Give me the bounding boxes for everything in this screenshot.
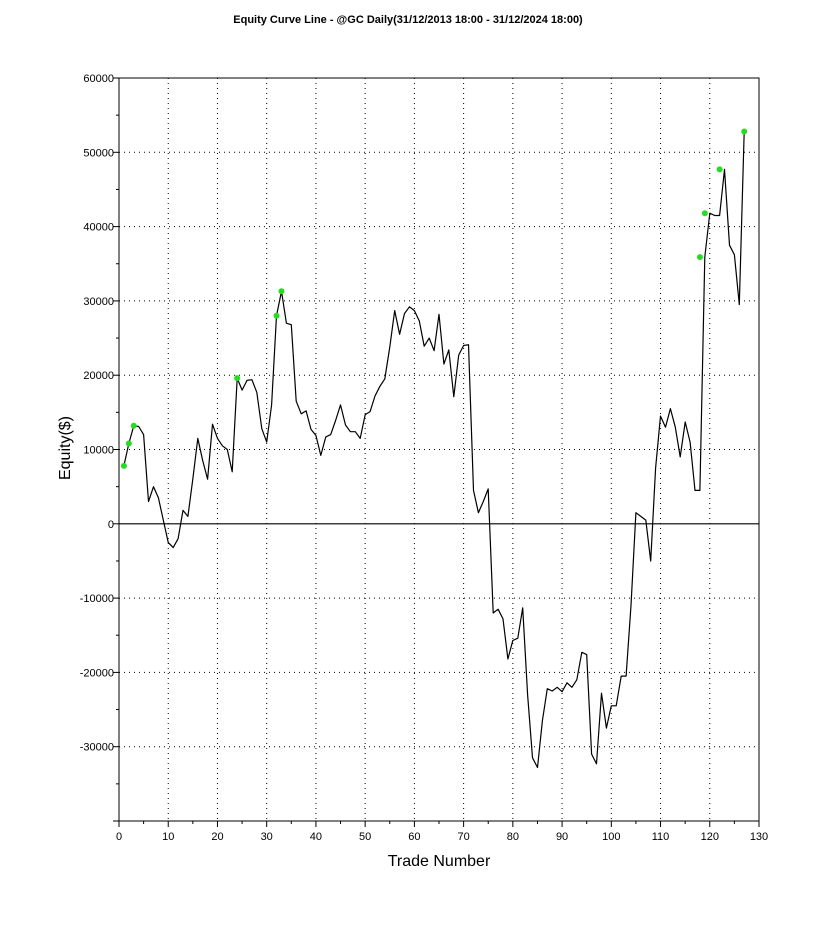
y-tick-label: -30000 (80, 742, 114, 754)
x-tick-label: 30 (261, 831, 273, 843)
grid-lines (119, 78, 759, 821)
equity-high-marker (696, 254, 703, 261)
y-tick-label: 20000 (83, 370, 114, 382)
equity-high-marker (120, 462, 127, 469)
equity-line-series (123, 131, 745, 769)
x-tick-label: 20 (211, 831, 223, 843)
y-tick-label: 40000 (83, 222, 114, 234)
equity-high-marker (716, 166, 723, 173)
equity-high-marker (701, 210, 708, 217)
equity-high-marker (273, 312, 280, 319)
equity-line (123, 131, 745, 769)
x-axis-ticks: 0 10 20 30 40 50 60 70 80 90 100 110 120 130 (116, 821, 768, 843)
y-axis-ticks: 60000 50000 40000 30000 20000 10000 0 -10000 -20… (80, 73, 119, 822)
equity-high-marker (125, 440, 132, 447)
equity-high-marker (234, 375, 241, 382)
x-tick-label: 130 (750, 831, 768, 843)
equity-high-marker (278, 288, 285, 295)
x-tick-label: 50 (359, 831, 371, 843)
x-tick-label: 40 (310, 831, 322, 843)
y-tick-label: -20000 (80, 667, 114, 679)
chart-title: Equity Curve Line - @GC Daily(31/12/2013… (233, 14, 583, 26)
x-axis-label: Trade Number (388, 853, 491, 870)
x-tick-label: 10 (162, 831, 174, 843)
y-tick-label: 0 (108, 519, 114, 531)
x-tick-label: 80 (507, 831, 519, 843)
y-tick-label: 50000 (83, 147, 114, 159)
y-tick-label: 60000 (83, 73, 114, 85)
equity-high-marker (741, 128, 748, 135)
y-axis-label: Equity($) (57, 416, 74, 480)
x-tick-label: 110 (652, 831, 670, 843)
x-tick-label: 100 (602, 831, 620, 843)
x-tick-label: 90 (556, 831, 568, 843)
x-tick-label: 60 (408, 831, 420, 843)
equity-high-marker (130, 422, 137, 429)
x-tick-label: 70 (457, 831, 469, 843)
x-tick-label: 120 (701, 831, 719, 843)
highlight-points (120, 128, 748, 469)
y-tick-label: 30000 (83, 296, 114, 308)
y-tick-label: -10000 (80, 593, 114, 605)
y-tick-label: 10000 (83, 445, 114, 457)
x-tick-label: 0 (116, 831, 122, 843)
